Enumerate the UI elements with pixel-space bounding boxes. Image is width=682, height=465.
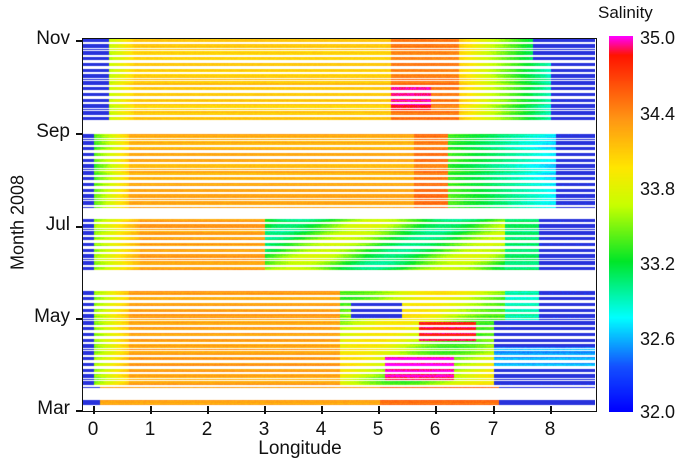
x-tick-mark <box>378 406 380 414</box>
y-tick-mark <box>76 226 82 228</box>
colorbar-tick-label: 34.4 <box>640 104 676 124</box>
x-tick-mark <box>264 406 266 414</box>
colorbar-tick-label: 35.0 <box>640 28 676 48</box>
x-tick-label: 1 <box>144 419 156 440</box>
x-tick-mark <box>207 406 209 414</box>
y-tick-mark <box>76 318 82 320</box>
heatmap-canvas <box>83 39 595 410</box>
colorbar-tick-label: 32.0 <box>640 402 676 422</box>
x-tick-label: 2 <box>201 419 213 440</box>
y-tick-mark <box>76 410 82 412</box>
y-tick-mark <box>76 133 82 135</box>
y-tick-label: May <box>34 306 70 327</box>
y-tick-label: Nov <box>36 28 70 49</box>
y-tick-label: Jul <box>45 214 70 235</box>
x-tick-label: 4 <box>315 419 327 440</box>
y-tick-mark <box>76 40 82 42</box>
x-tick-mark <box>493 406 495 414</box>
salinity-heatmap-plot <box>82 38 597 412</box>
y-tick-label: Mar <box>37 398 70 419</box>
colorbar-title: Salinity <box>598 3 653 22</box>
x-tick-mark <box>550 406 552 414</box>
x-tick-label: 6 <box>429 419 441 440</box>
y-tick-label: Sep <box>36 121 70 142</box>
x-tick-mark <box>321 406 323 414</box>
x-tick-label: 3 <box>258 419 270 440</box>
x-tick-mark <box>93 406 95 414</box>
x-tick-mark <box>435 406 437 414</box>
x-tick-label: 7 <box>487 419 499 440</box>
colorbar-tick-label: 33.2 <box>640 254 676 274</box>
colorbar <box>609 36 633 412</box>
x-axis-label: Longitude <box>258 438 342 459</box>
x-tick-mark <box>150 406 152 414</box>
colorbar-tick-label: 32.6 <box>640 329 676 349</box>
x-tick-label: 0 <box>87 419 99 440</box>
x-tick-label: 5 <box>372 419 384 440</box>
colorbar-tick-label: 33.8 <box>640 179 676 199</box>
x-tick-label: 8 <box>544 419 556 440</box>
